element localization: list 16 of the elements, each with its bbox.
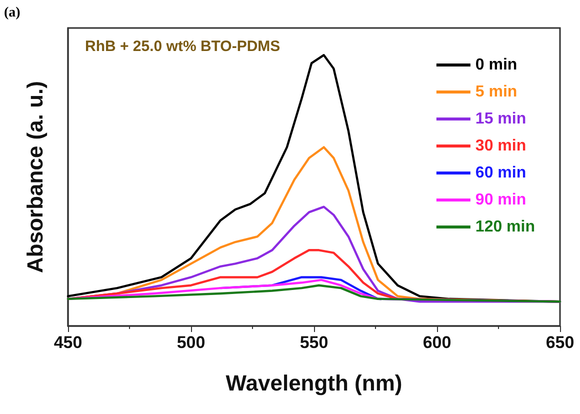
legend-label: 0 min [475, 56, 518, 74]
x-tick-label: 550 [300, 333, 328, 352]
y-axis-title: Absorbance (a. u.) [22, 81, 48, 273]
x-axis-title: Wavelength (nm) [226, 370, 402, 396]
text: (a) [4, 6, 21, 20]
legend-label: 5 min [475, 84, 518, 100]
x-tick-label: 600 [422, 333, 452, 352]
legend-label: 30 min [475, 138, 526, 154]
x-tick-label: 450 [54, 333, 82, 352]
legend-label: 15 min [475, 110, 526, 128]
x-tick-label: 500 [176, 333, 206, 352]
x-tick-label: 650 [546, 333, 574, 352]
legend-label: 90 min [475, 192, 526, 208]
legend-label: 120 min [475, 218, 536, 236]
legend-label: 60 min [475, 164, 526, 182]
chart-title: RhB + 25.0 wt% BTO-PDMS [85, 38, 280, 55]
